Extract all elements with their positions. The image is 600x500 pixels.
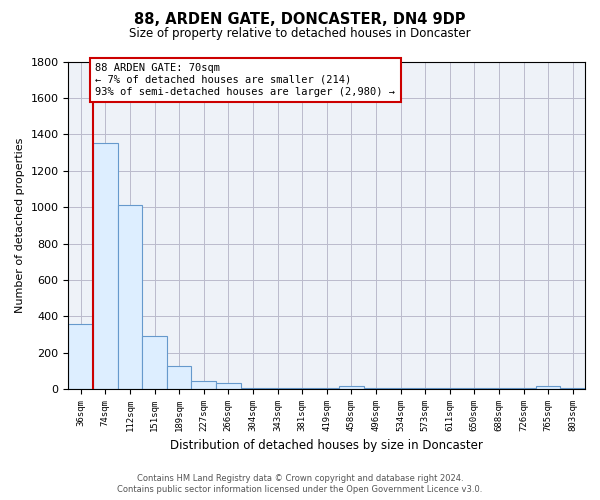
Bar [314, 388, 339, 389]
Bar [462, 388, 487, 389]
Bar [93, 144, 118, 389]
Bar [339, 386, 364, 389]
Bar [68, 324, 93, 389]
Text: 88, ARDEN GATE, DONCASTER, DN4 9DP: 88, ARDEN GATE, DONCASTER, DN4 9DP [134, 12, 466, 28]
Text: Contains HM Land Registry data © Crown copyright and database right 2024.
Contai: Contains HM Land Registry data © Crown c… [118, 474, 482, 494]
Bar [560, 388, 585, 389]
X-axis label: Distribution of detached houses by size in Doncaster: Distribution of detached houses by size … [170, 440, 483, 452]
Y-axis label: Number of detached properties: Number of detached properties [15, 138, 25, 313]
Bar [142, 336, 167, 389]
Bar [413, 388, 437, 389]
Bar [216, 383, 241, 389]
Bar [265, 388, 290, 389]
Bar [167, 366, 191, 389]
Bar [437, 388, 462, 389]
Bar [118, 206, 142, 389]
Bar [191, 381, 216, 389]
Text: Size of property relative to detached houses in Doncaster: Size of property relative to detached ho… [129, 28, 471, 40]
Bar [536, 386, 560, 389]
Bar [241, 388, 265, 389]
Bar [511, 388, 536, 389]
Text: 88 ARDEN GATE: 70sqm
← 7% of detached houses are smaller (214)
93% of semi-detac: 88 ARDEN GATE: 70sqm ← 7% of detached ho… [95, 64, 395, 96]
Bar [487, 388, 511, 389]
Bar [364, 388, 388, 389]
Bar [388, 388, 413, 389]
Bar [290, 388, 314, 389]
